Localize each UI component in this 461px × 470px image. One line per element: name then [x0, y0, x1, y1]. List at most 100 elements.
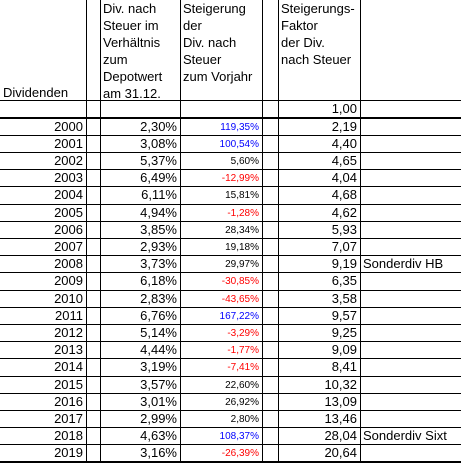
cell: 2,19: [331, 118, 357, 134]
year-cell: 2005: [54, 204, 83, 220]
header-cell: Verhältnis: [103, 35, 161, 50]
cell: 3,01%: [140, 393, 177, 409]
year-cell: 2002: [54, 152, 83, 168]
cell: 2,99%: [140, 410, 177, 426]
cell: 3,73%: [140, 256, 177, 272]
year-cell: 2016: [54, 393, 83, 409]
cell: 9,57: [331, 307, 357, 323]
header-cell: Faktor: [281, 18, 318, 33]
header-cell: Steigerungs-: [281, 1, 355, 16]
cell: 167,22%: [219, 310, 259, 322]
cell: 10,32: [324, 376, 357, 392]
year-cell: 2019: [54, 445, 83, 461]
cell: -12,99%: [221, 173, 259, 185]
cell: 9,19: [331, 256, 357, 272]
cell: 13,46: [324, 410, 357, 426]
grid-line: [0, 341, 461, 343]
cell: -30,85%: [221, 276, 259, 288]
grid-line: [0, 460, 461, 463]
year-cell: 2015: [54, 376, 83, 392]
grid-line: [0, 169, 461, 171]
header-cell: Dividenden: [3, 85, 69, 100]
year-cell: 2013: [54, 342, 83, 358]
header-cell: nach Steuer: [281, 52, 352, 67]
cell: 4,94%: [140, 204, 177, 220]
cell: 6,76%: [140, 307, 177, 323]
grid-line: [0, 116, 461, 119]
grid-line: [0, 255, 461, 257]
grid-line: [0, 100, 461, 101]
header-cell: zum: [103, 52, 128, 67]
cell: 4,40: [331, 135, 357, 151]
note-cell: Sonderdiv HB: [363, 256, 444, 272]
cell: 6,11%: [141, 187, 177, 203]
grid-line: [0, 220, 461, 222]
cell: 3,57%: [140, 376, 177, 392]
cell: -1,28%: [227, 207, 259, 219]
grid-line: [100, 0, 101, 462]
header-cell: am 31.12.: [103, 86, 161, 101]
year-cell: 2011: [55, 307, 83, 323]
cell: 2,80%: [230, 413, 259, 425]
cell: 8,41: [331, 359, 357, 375]
cell: 2,30%: [140, 118, 177, 134]
cell: 20,64: [324, 445, 357, 461]
cell: 5,93: [331, 221, 357, 237]
cell: 6,49%: [140, 170, 177, 186]
cell: -1,77%: [227, 345, 259, 357]
header-cell: Steuer im: [103, 18, 159, 33]
cell: 19,18%: [225, 241, 259, 253]
cell: 3,16%: [140, 445, 177, 461]
cell: -43,65%: [221, 293, 259, 305]
header-cell: Steigerung: [183, 1, 246, 16]
grid-line: [0, 375, 461, 377]
cell: 108,37%: [219, 431, 259, 443]
cell: 3,85%: [140, 221, 177, 237]
year-cell: 2009: [54, 273, 83, 289]
cell: 4,44%: [140, 342, 177, 358]
cell: -3,29%: [227, 327, 259, 339]
grid-line: [0, 409, 461, 411]
cell: 22,60%: [225, 379, 259, 391]
cell: 4,62: [331, 204, 357, 220]
header-cell: der Div.: [281, 35, 325, 50]
year-cell: 2012: [54, 324, 83, 340]
grid-line: [0, 358, 461, 360]
cell: 9,09: [331, 342, 357, 358]
grid-line: [262, 0, 263, 462]
grid-line: [0, 272, 461, 274]
cell: 3,19%: [140, 359, 177, 375]
cell: 1,00: [331, 101, 357, 116]
grid-line: [0, 151, 461, 153]
year-cell: 2014: [54, 359, 83, 375]
year-cell: 2003: [54, 170, 83, 186]
cell: 15,81%: [225, 190, 259, 202]
cell: 4,63%: [140, 428, 177, 444]
note-cell: Sonderdiv Sixt: [363, 428, 447, 444]
cell: 28,04: [324, 428, 357, 444]
grid-line: [278, 0, 279, 462]
grid-line: [0, 289, 461, 291]
cell: 3,08%: [140, 135, 177, 151]
year-cell: 2008: [54, 256, 83, 272]
grid-line: [0, 203, 461, 205]
cell: 28,34%: [225, 224, 259, 236]
header-cell: Depotwert: [103, 69, 163, 84]
year-cell: 2017: [54, 410, 83, 426]
cell: 6,35: [331, 273, 357, 289]
grid-line: [360, 0, 361, 462]
grid-line: [180, 0, 181, 462]
cell: 5,14%: [140, 324, 177, 340]
cell: 13,09: [324, 393, 357, 409]
year-cell: 2004: [54, 187, 83, 203]
cell: -26,39%: [221, 448, 259, 460]
cell: 2,83%: [140, 290, 177, 306]
cell: 6,18%: [140, 273, 177, 289]
cell: 9,25: [331, 324, 357, 340]
grid-line: [86, 0, 87, 462]
grid-line: [0, 444, 461, 446]
grid-line: [0, 237, 461, 239]
header-cell: Steuer: [183, 52, 222, 67]
year-cell: 2018: [54, 428, 83, 444]
